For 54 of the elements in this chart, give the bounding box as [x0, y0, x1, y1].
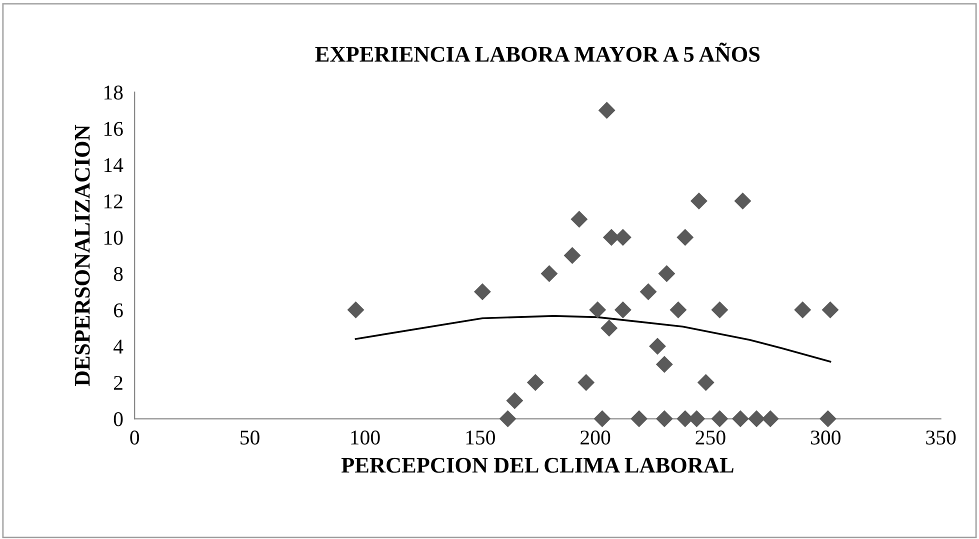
point [540, 265, 558, 282]
x-tick-label: 100 [351, 430, 380, 445]
y-tick-label: 2 [114, 376, 122, 390]
point [822, 301, 839, 318]
x-tick-label: 0 [130, 430, 140, 445]
x-tick-label: 200 [580, 430, 610, 445]
y-tick-label: 4 [113, 340, 124, 354]
point [347, 301, 364, 318]
point [598, 102, 616, 119]
point [711, 301, 728, 318]
point [656, 410, 673, 428]
point [690, 192, 708, 210]
point [697, 374, 714, 392]
point [570, 210, 588, 228]
x-tick-label: 250 [696, 430, 726, 445]
point [748, 410, 766, 428]
point [589, 301, 606, 318]
point [819, 410, 836, 428]
point [640, 283, 657, 300]
point [648, 338, 666, 355]
point [656, 356, 673, 373]
y-tick-label: 8 [114, 267, 123, 282]
point [630, 410, 648, 428]
x-tick-label: 150 [466, 430, 495, 445]
point [732, 410, 749, 428]
point [711, 410, 728, 428]
point [526, 374, 544, 392]
y-tick-label: 10 [104, 230, 123, 245]
x-axis-title: PERCEPCION DEL CLIMA LABORAL [341, 458, 734, 473]
point [658, 265, 676, 282]
point [474, 283, 491, 300]
x-tick-label: 300 [811, 430, 840, 445]
point [794, 301, 812, 318]
point [506, 392, 524, 410]
point [762, 410, 779, 428]
point [564, 246, 581, 264]
y-tick-label: 6 [114, 303, 123, 318]
point [670, 301, 687, 318]
point [734, 192, 752, 210]
point [614, 301, 632, 318]
y-tick-label: 16 [104, 122, 123, 136]
point [578, 374, 595, 392]
x-tick-label: 50 [240, 430, 260, 445]
y-axis-title: DESPERSONALIZACION [74, 124, 90, 386]
point [676, 228, 694, 246]
point [594, 410, 611, 428]
x-tick-label: 350 [926, 430, 956, 445]
y-tick-label: 0 [114, 412, 123, 426]
chart-title: EXPERIENCIA LABORA MAYOR A 5 AÑOS [315, 42, 760, 62]
y-tick-label: 12 [104, 194, 122, 208]
y-tick-label: 14 [104, 158, 124, 172]
point [499, 410, 516, 428]
point [600, 320, 618, 337]
y-tick-label: 18 [104, 86, 123, 100]
